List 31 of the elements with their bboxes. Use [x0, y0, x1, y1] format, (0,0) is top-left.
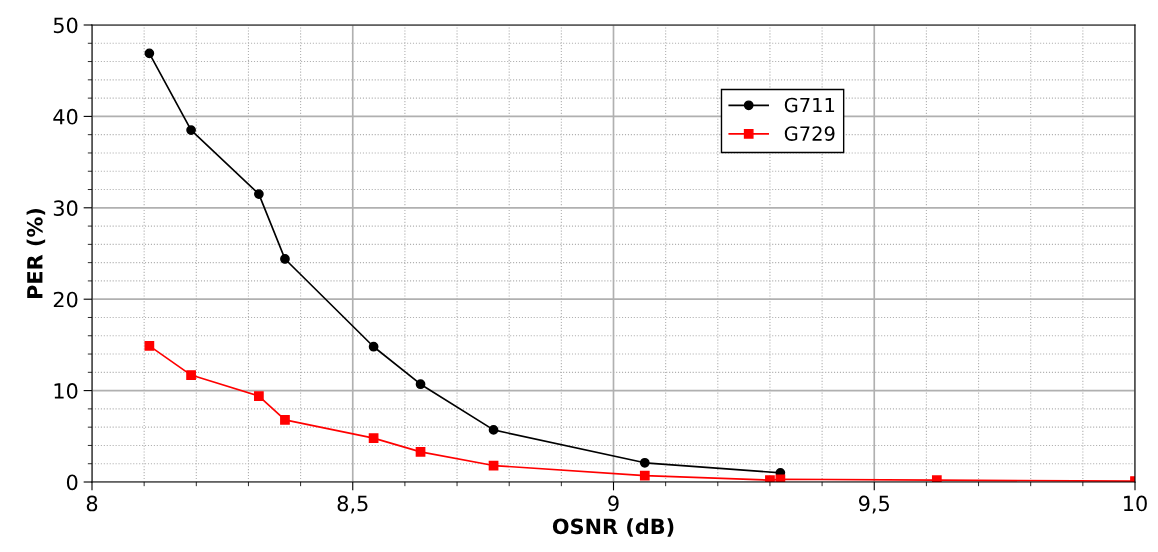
y-tick-label: 50: [53, 17, 78, 34]
point: [368, 341, 379, 352]
point: [144, 340, 155, 351]
point: [415, 446, 426, 457]
y-axis-title: PER (%): [26, 208, 46, 298]
point: [254, 189, 264, 199]
point: [144, 48, 155, 59]
point: [254, 391, 264, 401]
y-tick-label: 20: [53, 291, 78, 308]
point: [765, 475, 775, 482]
point: [280, 254, 290, 264]
point: [280, 414, 290, 425]
y-tick-label: 0: [66, 474, 78, 491]
point: [415, 379, 426, 390]
x-tick-label: 10: [1124, 495, 1147, 512]
x-tick-label: 8: [86, 495, 98, 512]
x-tick-label: 9,5: [859, 495, 889, 514]
x-axis-title: OSNR (dB): [552, 518, 674, 537]
point: [639, 470, 650, 481]
legend-label: G729: [784, 126, 835, 141]
x-tick-label: 9: [608, 495, 619, 512]
point: [186, 125, 196, 135]
x-tick-label: 8,5: [337, 495, 368, 514]
y-tick-label: 40: [53, 108, 78, 125]
y-tick-label: 10: [54, 383, 78, 399]
point: [186, 370, 196, 380]
y-tick-label: 30: [53, 200, 78, 217]
point: [639, 457, 650, 468]
legend-label: G711: [784, 97, 835, 113]
point: [488, 425, 499, 435]
point: [368, 433, 379, 443]
